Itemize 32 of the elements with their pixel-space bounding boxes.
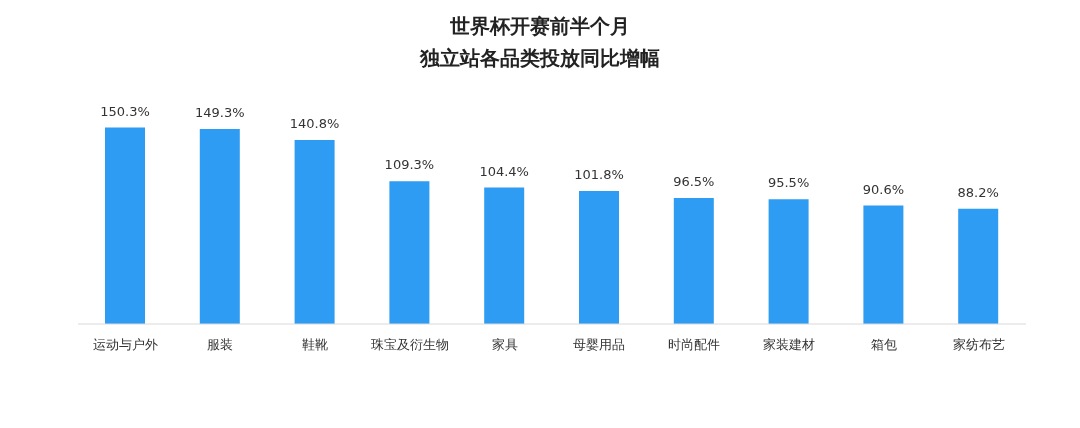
data-label: 88.2% [957,184,999,200]
bar [768,199,809,324]
data-label: 109.3% [384,157,435,173]
data-label: 149.3% [195,104,245,120]
bar [958,208,999,324]
x-tick-label: 服装 [207,337,234,353]
data-label: 90.6% [862,181,905,197]
data-label: 104.4% [479,163,529,179]
bar [199,128,240,324]
x-tick-label: 母婴用品 [573,337,626,353]
bar [484,187,525,324]
chart-subtitle: 独立站各品类投放同比增幅 [418,45,661,72]
x-tick-label: 运动与户外 [92,337,158,353]
data-label: 101.8% [574,166,624,182]
data-label: 95.5% [767,175,810,191]
bar [294,139,335,324]
x-tick-label: 珠宝及衍生物 [370,337,449,353]
data-label: 140.8% [289,115,340,131]
x-tick-label: 家具 [491,337,518,353]
bar [389,181,430,324]
data-label: 96.5% [673,173,715,189]
data-label: 150.3% [100,103,150,119]
x-tick-label: 家装建材 [763,337,815,353]
chart-title: 世界杯开赛前半个月 [449,13,631,40]
bar [673,197,714,324]
bar [579,190,619,324]
bar [863,205,904,324]
bar [105,127,145,324]
x-tick-label: 家纺布艺 [952,337,1005,353]
x-tick-label: 鞋靴 [302,337,328,353]
x-tick-label: 时尚配件 [668,337,721,353]
x-tick-label: 箱包 [870,337,897,353]
